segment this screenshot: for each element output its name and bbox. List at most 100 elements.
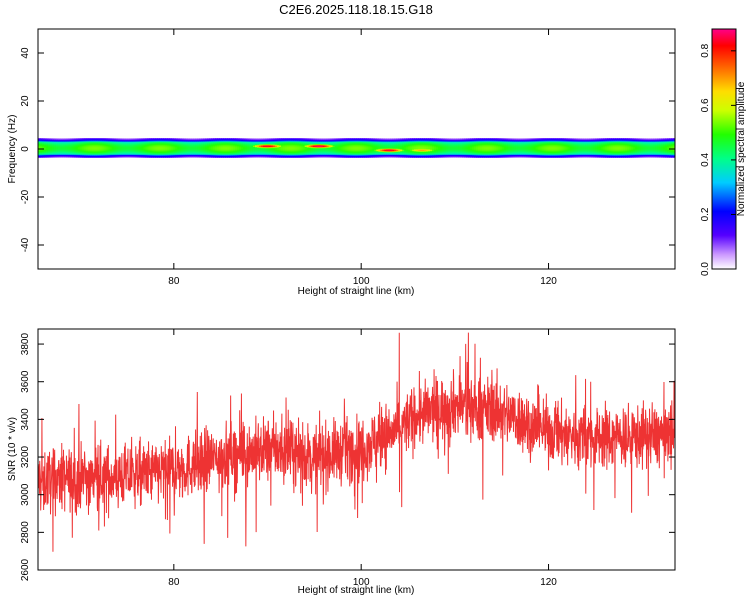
heatmap-cell: [201, 152, 204, 153]
heatmap-cell: [133, 138, 137, 140]
heatmap-cell: [67, 154, 71, 156]
heatmap-cell: [53, 145, 57, 147]
heatmap-cell: [91, 152, 95, 154]
heatmap-cell: [262, 143, 266, 145]
heatmap-cell: [93, 150, 97, 152]
heatmap-cell: [95, 155, 99, 157]
heatmap-cell: [187, 147, 190, 149]
heatmap-cell: [147, 148, 151, 150]
heatmap-cell: [252, 138, 256, 140]
heatmap-cell: [49, 150, 53, 152]
heatmap-cell: [276, 146, 280, 147]
heatmap-cell: [67, 152, 71, 153]
heatmap-cell: [39, 156, 43, 158]
heatmap-cell: [280, 153, 284, 155]
heatmap-cell: [260, 153, 264, 155]
heatmap-cell: [318, 146, 322, 147]
heatmap-cell: [338, 152, 342, 153]
heatmap-cell: [300, 141, 304, 143]
heatmap-cell: [187, 156, 190, 158]
heatmap-cell: [241, 142, 244, 144]
heatmap-cell: [211, 140, 214, 141]
heatmap-cell: [85, 140, 89, 142]
heatmap-cell: [322, 149, 326, 150]
heatmap-cell: [332, 141, 336, 143]
heatmap-cell: [121, 145, 125, 147]
heatmap-cell: [187, 150, 190, 152]
heatmap-cell: [173, 154, 176, 156]
heatmap-cell: [163, 149, 166, 150]
heatmap-cell: [47, 150, 51, 152]
heatmap-cell: [328, 141, 332, 143]
heatmap-cell: [251, 156, 254, 158]
heatmap-cell: [127, 148, 131, 150]
heatmap-cell: [239, 143, 242, 144]
heatmap-cell: [123, 143, 127, 144]
heatmap-cell: [133, 149, 137, 150]
heatmap-cell: [280, 150, 284, 152]
heatmap-cell: [274, 139, 278, 141]
heatmap-cell: [193, 143, 196, 145]
heatmap-cell: [274, 149, 278, 151]
heatmap-cell: [258, 149, 262, 150]
heatmap-cell: [153, 140, 157, 142]
heatmap-cell: [241, 141, 244, 143]
heatmap-cell: [298, 152, 302, 153]
heatmap-cell: [119, 155, 123, 157]
heatmap-cell: [38, 156, 41, 158]
heatmap-cell: [75, 156, 79, 158]
heatmap-cell: [326, 146, 330, 147]
heatmap-cell: [300, 145, 304, 147]
heatmap-cell: [316, 138, 320, 140]
heatmap-cell: [209, 141, 212, 143]
heatmap-cell: [105, 143, 109, 145]
heatmap-cell: [233, 147, 236, 149]
heatmap-cell: [173, 156, 176, 158]
heatmap-cell: [153, 141, 157, 143]
heatmap-cell: [197, 140, 200, 141]
heatmap-cell: [59, 152, 63, 153]
heatmap-cell: [251, 140, 254, 142]
heatmap-cell: [193, 156, 196, 158]
heatmap-cell: [57, 152, 61, 153]
heatmap-cell: [133, 144, 137, 146]
heatmap-cell: [217, 151, 220, 153]
heatmap-cell: [211, 155, 214, 157]
heatmap-cell: [282, 149, 286, 150]
heatmap-cell: [111, 141, 115, 143]
heatmap-cell: [59, 145, 63, 147]
heatmap-cell: [79, 140, 83, 141]
heatmap-cell: [322, 155, 326, 156]
heatmap-cell: [115, 142, 119, 144]
heatmap-cell: [207, 143, 210, 144]
heatmap-cell: [300, 152, 304, 153]
heatmap-cell: [245, 141, 248, 143]
heatmap-cell: [235, 154, 238, 156]
heatmap-cell: [221, 147, 224, 149]
heatmap-cell: [171, 143, 174, 144]
heatmap-cell: [215, 155, 218, 157]
heatmap-cell: [324, 138, 328, 140]
heatmap-cell: [215, 151, 218, 153]
heatmap-cell: [131, 146, 135, 147]
heatmap-cell: [233, 140, 236, 142]
heatmap-cell: [129, 143, 133, 144]
heatmap-cell: [239, 155, 242, 157]
heatmap-cell: [161, 144, 165, 146]
heatmap-cell: [165, 156, 168, 158]
heatmap-cell: [73, 138, 77, 140]
heatmap-cell: [332, 150, 336, 152]
heatmap-cell: [260, 144, 264, 146]
heatmap-cell: [314, 153, 318, 155]
heatmap-cell: [288, 149, 292, 150]
heatmap-cell: [306, 144, 310, 146]
heatmap-cell: [155, 139, 159, 141]
heatmap-cell: [290, 139, 294, 141]
heatmap-cell: [77, 146, 81, 148]
heatmap-cell: [53, 142, 57, 144]
heatmap-cell: [213, 142, 216, 144]
heatmap-cell: [300, 152, 304, 154]
heatmap-cell: [191, 138, 194, 140]
heatmap-cell: [95, 142, 99, 144]
heatmap-cell: [67, 150, 71, 152]
